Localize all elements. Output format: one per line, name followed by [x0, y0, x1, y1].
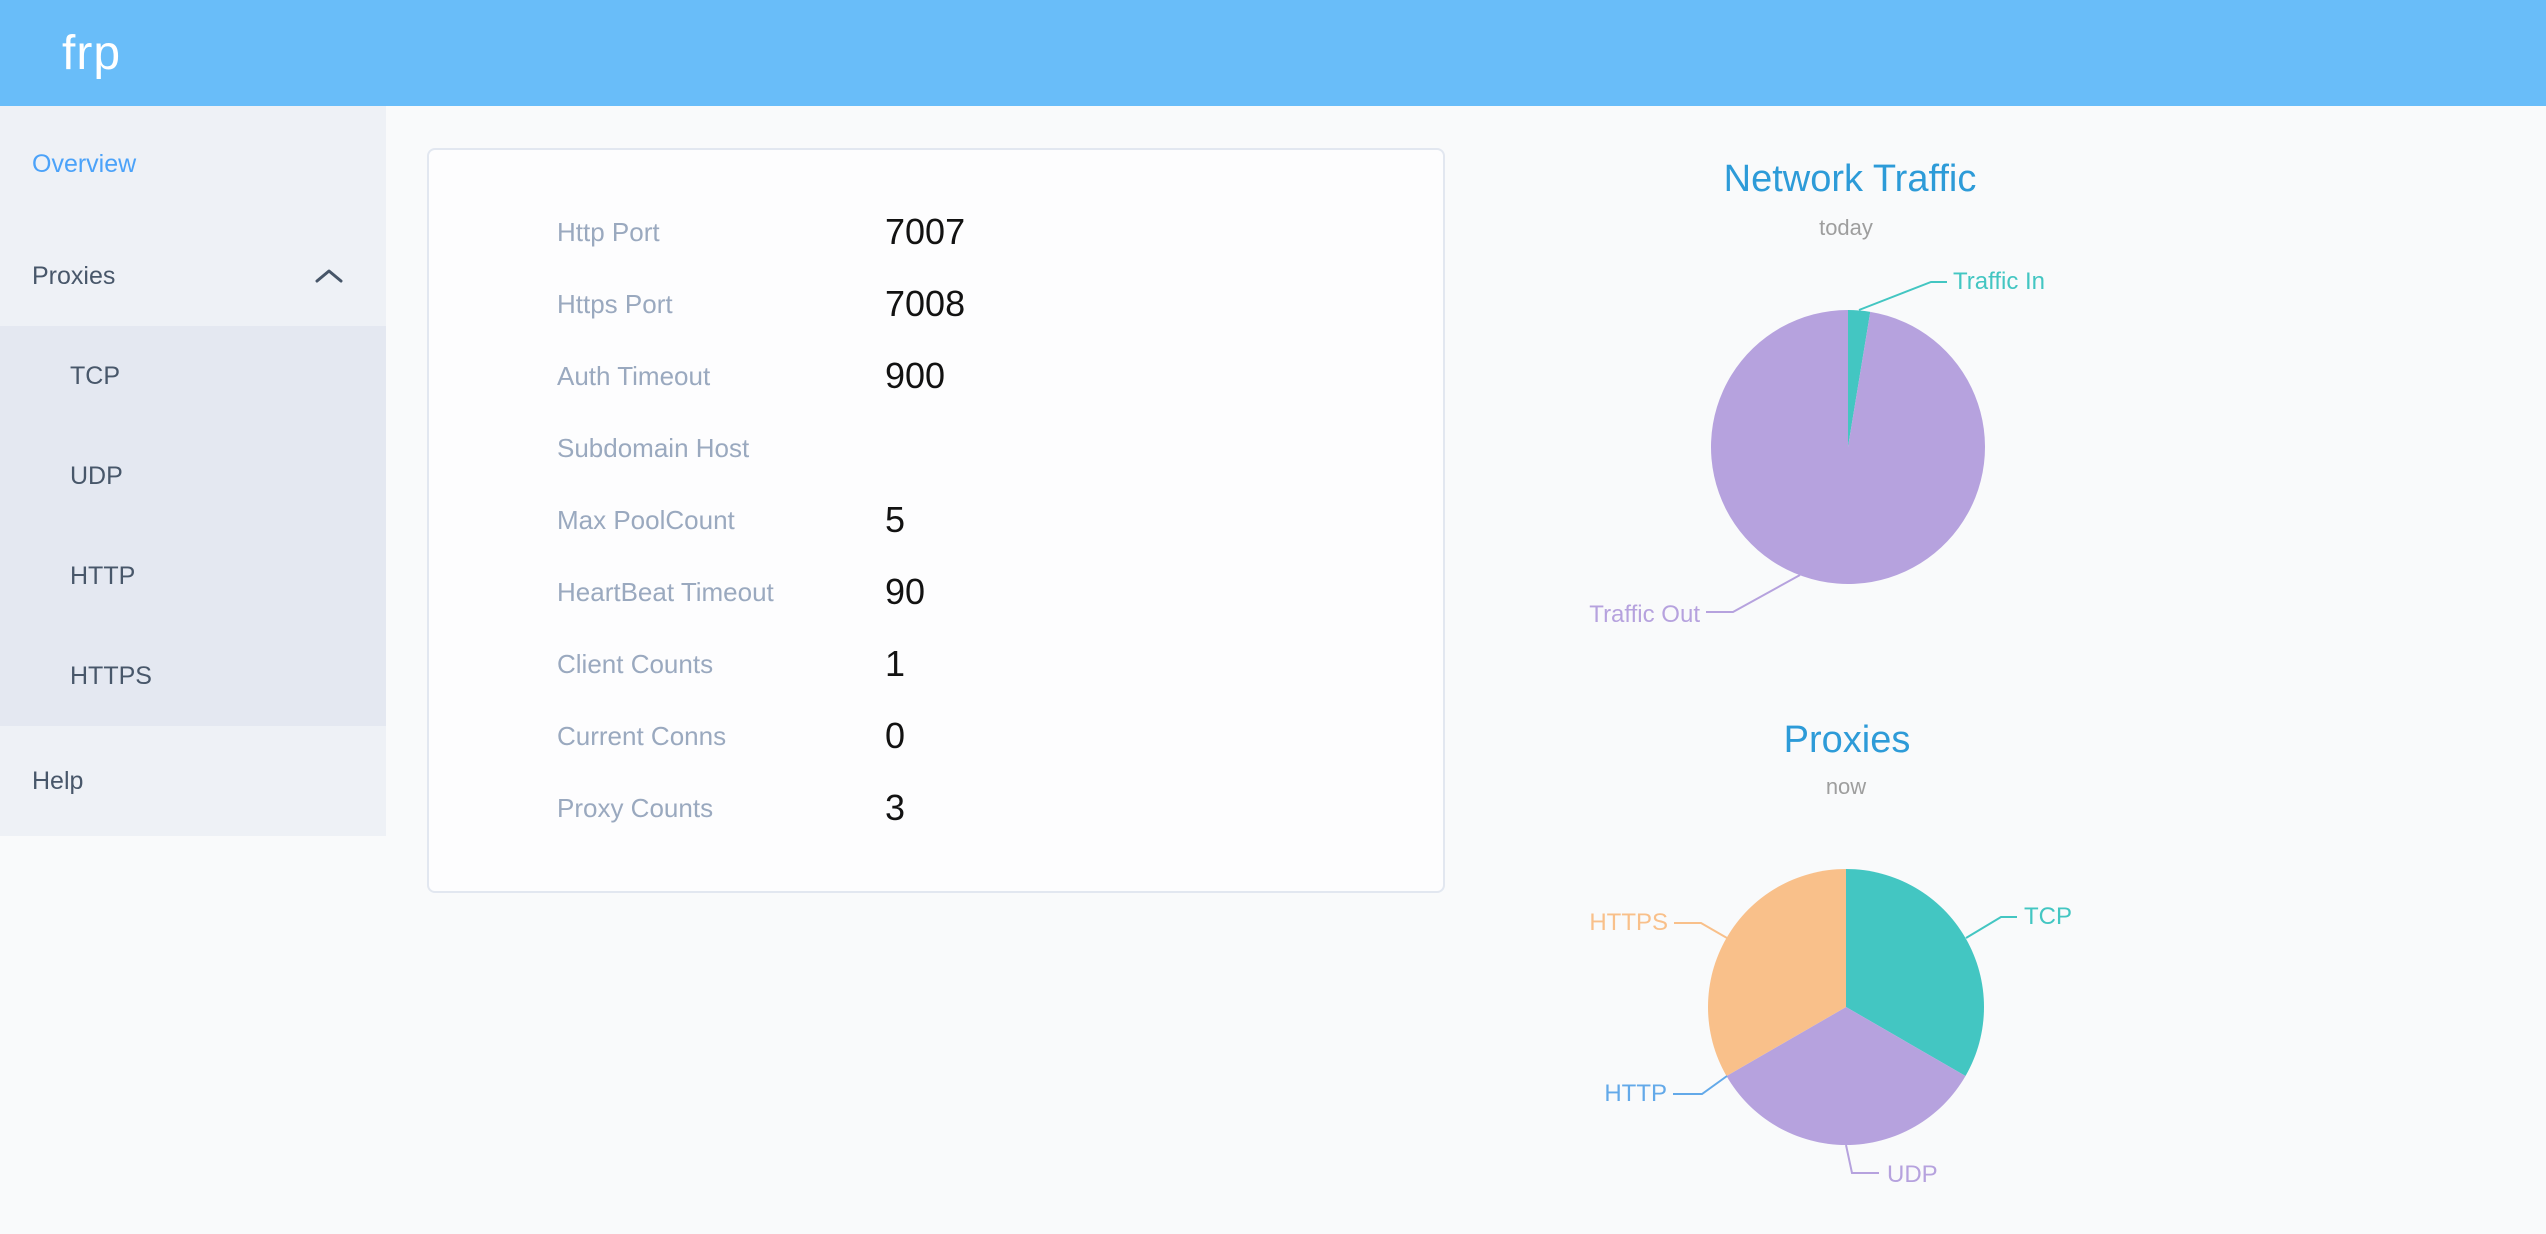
app-header: frp: [0, 0, 2546, 106]
info-label: Current Conns: [557, 720, 727, 751]
sidebar-item-tcp[interactable]: TCP: [0, 326, 386, 426]
proxies-pie-chart: [1673, 869, 2017, 1174]
traffic-out-leader-line: [1706, 574, 1801, 613]
sidebar-item-label: Help: [32, 766, 84, 795]
network-traffic-title: Network Traffic: [1723, 158, 1977, 200]
info-row-auth-timeout: Auth Timeout 900: [429, 340, 1443, 412]
info-value: 0: [885, 715, 906, 756]
info-row-proxy-counts: Proxy Counts 3: [429, 772, 1443, 844]
sidebar-item-label: TCP: [70, 361, 120, 390]
info-row-http-port: Http Port 7007: [429, 196, 1443, 268]
info-value: 5: [885, 499, 906, 540]
traffic-in-label: Traffic In: [1953, 268, 2046, 295]
info-value: 3: [885, 787, 906, 828]
traffic-in-leader-line: [1858, 281, 1947, 311]
info-row-client-counts: Client Counts 1: [429, 628, 1443, 700]
proxies-submenu: TCP UDP HTTP HTTPS: [0, 326, 386, 726]
pie-slice-tcp: [1846, 869, 1984, 1076]
https-label: HTTPS: [1589, 909, 1668, 936]
info-value: 1: [885, 643, 906, 684]
info-value: 90: [885, 571, 926, 612]
sidebar: Overview Proxies TCP UDP HTTP HTTPS: [0, 106, 386, 836]
https-leader-line: [1674, 922, 1728, 939]
sidebar-item-label: Overview: [32, 149, 137, 178]
sidebar-item-label: HTTPS: [70, 661, 152, 690]
sidebar-item-label: UDP: [70, 461, 123, 490]
sidebar-item-https[interactable]: HTTPS: [0, 626, 386, 726]
info-value: 7008: [885, 283, 966, 324]
info-label: HeartBeat Timeout: [557, 576, 774, 607]
info-row-subdomain-host: Subdomain Host: [429, 412, 1443, 484]
sidebar-item-proxies[interactable]: Proxies: [0, 226, 386, 326]
network-traffic-subtitle: today: [1819, 215, 1873, 240]
chevron-up-icon: [314, 268, 344, 284]
sidebar-item-http[interactable]: HTTP: [0, 526, 386, 626]
info-label: Https Port: [557, 288, 673, 319]
sidebar-item-label: Proxies: [32, 261, 116, 290]
proxies-chart-title: Proxies: [1783, 719, 1911, 761]
sidebar-item-label: HTTP: [70, 561, 136, 590]
info-label: Client Counts: [557, 648, 714, 679]
traffic-out-label: Traffic Out: [1589, 601, 1700, 628]
info-row-heartbeat-timeout: HeartBeat Timeout 90: [429, 556, 1443, 628]
udp-label: UDP: [1887, 1161, 1938, 1188]
http-label: HTTP: [1604, 1080, 1667, 1107]
info-row-max-poolcount: Max PoolCount 5: [429, 484, 1443, 556]
info-label: Subdomain Host: [557, 432, 750, 463]
pie-slice-traffic-in: [1848, 310, 1871, 447]
sidebar-item-udp[interactable]: UDP: [0, 426, 386, 526]
sidebar-item-help[interactable]: Help: [0, 726, 386, 836]
info-label: Proxy Counts: [557, 792, 714, 823]
info-row-current-conns: Current Conns 0: [429, 700, 1443, 772]
info-label: Http Port: [557, 216, 660, 247]
tcp-leader-line: [1965, 916, 2017, 939]
pie-slice-https: [1708, 869, 1846, 1076]
proxies-chart-subtitle: now: [1825, 774, 1867, 799]
udp-leader-line: [1845, 1144, 1879, 1174]
server-info-card: Http Port 7007 Https Port 7008 Auth Time…: [427, 148, 1445, 893]
pie-slice-traffic-out: [1711, 310, 1985, 584]
info-value: 900: [885, 355, 946, 396]
info-value: 7007: [885, 211, 966, 252]
info-label: Auth Timeout: [557, 360, 711, 391]
info-row-https-port: Https Port 7008: [429, 268, 1443, 340]
pie-slice-udp: [1726, 1007, 1966, 1145]
info-label: Max PoolCount: [557, 504, 735, 535]
app-logo: frp: [62, 26, 122, 80]
http-leader-line: [1673, 1075, 1728, 1095]
network-traffic-pie-chart: [1706, 281, 1985, 613]
sidebar-item-overview[interactable]: Overview: [0, 114, 386, 214]
tcp-label: TCP: [2024, 903, 2072, 930]
